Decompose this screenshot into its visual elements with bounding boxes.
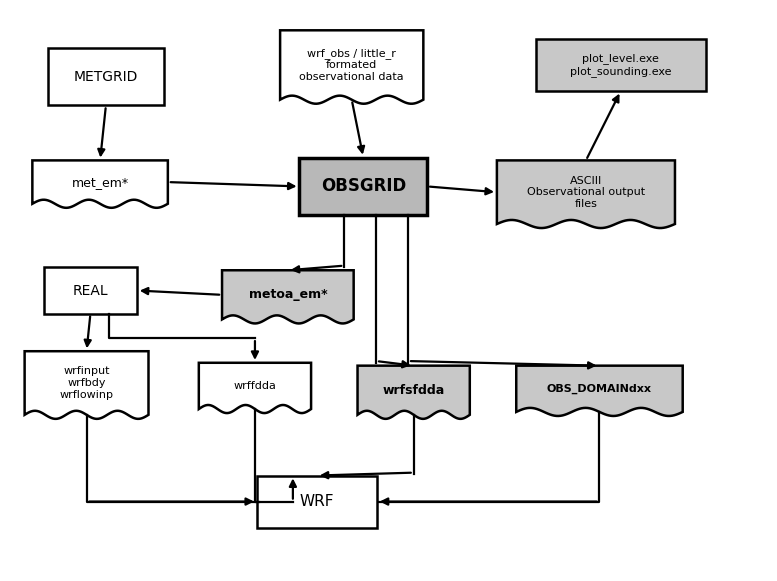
PathPatch shape — [280, 30, 423, 104]
Text: METGRID: METGRID — [74, 70, 138, 84]
Text: met_em*: met_em* — [71, 175, 129, 189]
PathPatch shape — [199, 363, 311, 413]
Text: wrfsfdda: wrfsfdda — [382, 383, 444, 397]
Text: plot_level.exe
plot_sounding.exe: plot_level.exe plot_sounding.exe — [570, 53, 671, 77]
FancyBboxPatch shape — [48, 48, 164, 106]
Text: ASCIII
Observational output
files: ASCIII Observational output files — [527, 175, 645, 209]
Text: OBS_DOMAINdxx: OBS_DOMAINdxx — [547, 383, 652, 394]
PathPatch shape — [357, 365, 470, 419]
FancyBboxPatch shape — [257, 475, 377, 528]
PathPatch shape — [33, 160, 168, 208]
FancyBboxPatch shape — [299, 157, 427, 216]
PathPatch shape — [25, 351, 148, 419]
Text: REAL: REAL — [72, 284, 108, 297]
PathPatch shape — [497, 160, 675, 228]
Text: WRF: WRF — [300, 494, 334, 509]
FancyBboxPatch shape — [44, 267, 137, 314]
Text: wrf_obs / little_r
formated
observational data: wrf_obs / little_r formated observationa… — [299, 48, 404, 82]
FancyBboxPatch shape — [535, 39, 706, 91]
Text: wrffdda: wrffdda — [234, 381, 277, 391]
Text: wrfinput
wrfbdy
wrflowinp: wrfinput wrfbdy wrflowinp — [60, 367, 113, 400]
Text: metoa_em*: metoa_em* — [249, 288, 327, 302]
Text: OBSGRID: OBSGRID — [321, 177, 406, 195]
PathPatch shape — [516, 365, 683, 416]
PathPatch shape — [222, 270, 354, 324]
